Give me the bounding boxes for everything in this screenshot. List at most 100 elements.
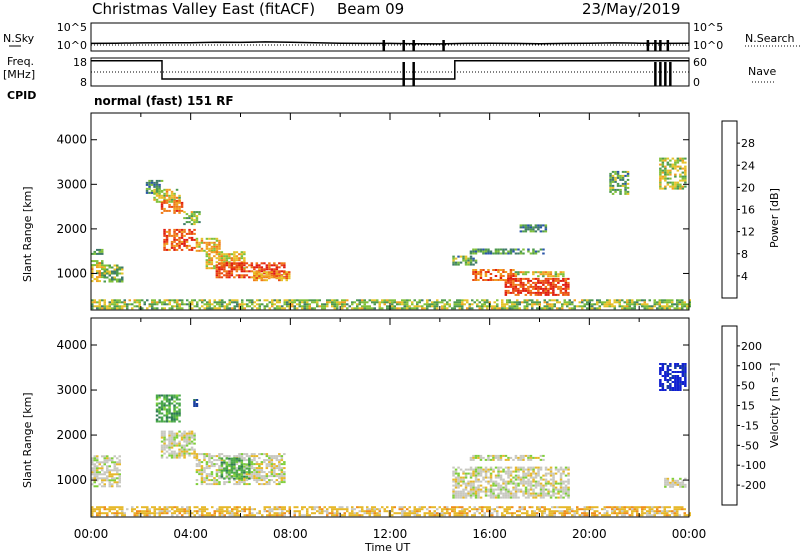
xtick-label: 00:00: [672, 527, 707, 541]
heat-cell: [183, 228, 186, 231]
heat-cell: [165, 396, 169, 399]
heat-cell: [472, 490, 475, 493]
heat-cell: [499, 454, 503, 457]
heat-cell: [155, 200, 159, 203]
heat-cell: [210, 267, 214, 270]
heat-cell: [631, 512, 634, 515]
heat-cell: [240, 262, 244, 265]
heat-cell: [489, 496, 493, 499]
heat-cell: [552, 281, 555, 284]
heat-cell: [93, 508, 96, 511]
heat-cell: [621, 512, 624, 515]
heat-cell: [522, 468, 525, 471]
heat-cell: [487, 269, 490, 271]
heat-cell: [433, 514, 436, 517]
heat-cell: [193, 450, 196, 453]
heat-cell: [228, 261, 231, 264]
heat-cell: [561, 307, 564, 310]
heat-cell: [228, 307, 231, 310]
heat-cell: [664, 379, 667, 381]
heat-cell: [544, 289, 548, 292]
heat-cell: [376, 299, 379, 302]
heat-cell: [258, 475, 261, 478]
nave-ytick-right: 0: [693, 76, 700, 89]
heat-cell: [291, 299, 294, 302]
heat-cell: [351, 506, 354, 509]
heat-cell: [163, 406, 166, 409]
heat-cell: [643, 508, 646, 511]
heat-cell: [539, 458, 543, 461]
heat-cell: [542, 224, 545, 227]
heat-cell: [218, 239, 221, 242]
heat-cell: [181, 307, 184, 310]
heat-cell: [401, 514, 404, 517]
heat-cell: [606, 512, 609, 515]
heat-cell: [366, 307, 369, 310]
heat-cell: [416, 508, 419, 511]
heat-cell: [190, 446, 194, 449]
heat-cell: [443, 303, 446, 306]
heat-cell: [596, 514, 599, 517]
heat-cell: [544, 273, 548, 276]
heat-cell: [663, 508, 666, 511]
heat-cell: [220, 459, 224, 462]
heat-cell: [356, 305, 359, 308]
heat-cell: [527, 250, 530, 253]
heat-cell: [116, 506, 119, 509]
heat-cell: [236, 510, 239, 513]
heat-cell: [383, 299, 386, 302]
heat-cell: [255, 467, 259, 470]
heat-cell: [581, 299, 584, 302]
heat-cell: [101, 465, 104, 468]
heat-cell: [215, 261, 219, 264]
heat-cell: [483, 514, 486, 517]
heat-cell: [679, 165, 682, 168]
heat-cell: [512, 283, 515, 286]
heat-cell: [141, 512, 144, 515]
heat-cell: [472, 488, 475, 491]
heat-cell: [111, 280, 114, 283]
heat-cell: [512, 269, 515, 271]
heat-cell: [606, 301, 609, 304]
heat-cell: [626, 192, 630, 195]
heat-cell: [411, 303, 414, 306]
heat-cell: [263, 471, 266, 474]
heat-cell: [318, 299, 321, 302]
heat-cell: [611, 176, 615, 179]
heat-cell: [544, 492, 548, 495]
heat-cell: [567, 486, 570, 489]
heat-cell: [296, 299, 299, 302]
heat-cell: [559, 496, 563, 499]
heat-cell: [469, 474, 473, 477]
heat-cell: [411, 307, 414, 310]
heat-cell: [208, 455, 211, 458]
heat-cell: [158, 179, 161, 182]
heat-cell: [118, 301, 121, 304]
heat-cell: [210, 241, 214, 244]
heat-cell: [111, 512, 114, 515]
heat-cell: [524, 273, 528, 276]
heat-cell: [534, 277, 538, 280]
heat-cell: [513, 301, 516, 304]
heat-cell: [283, 266, 286, 269]
heat-cell: [552, 474, 555, 477]
heat-cell: [688, 305, 691, 308]
heat-cell: [178, 454, 181, 457]
heat-cell: [499, 456, 503, 459]
heat-cell: [128, 303, 131, 306]
heat-cell: [108, 473, 111, 476]
heat-cell: [479, 248, 483, 251]
heat-cell: [543, 508, 546, 511]
heat-cell: [158, 406, 161, 409]
heat-cell: [215, 245, 219, 248]
heat-cell: [170, 452, 174, 455]
heat-cell: [504, 482, 508, 485]
heat-cell: [529, 474, 533, 477]
heat-cell: [171, 514, 174, 517]
heat-cell: [98, 471, 101, 474]
heat-cell: [178, 246, 181, 249]
heat-cell: [541, 510, 544, 513]
heat-cell: [481, 305, 484, 308]
ytick-label: 4000: [56, 133, 87, 147]
heat-cell: [552, 480, 555, 483]
